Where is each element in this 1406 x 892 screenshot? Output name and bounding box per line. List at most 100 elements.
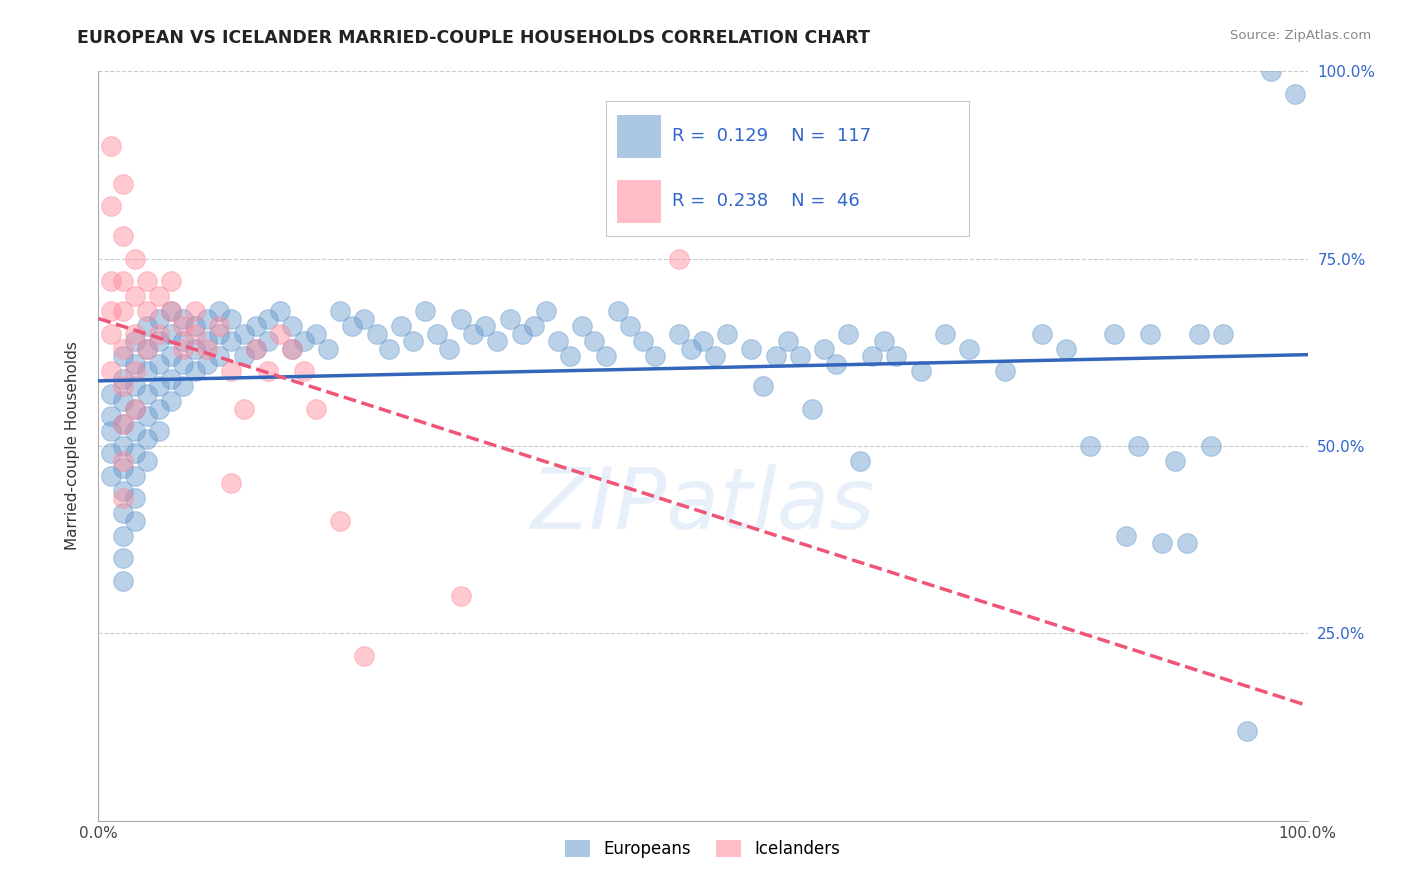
Point bbox=[135, 319, 157, 334]
Point bbox=[305, 401, 328, 416]
Point bbox=[100, 274, 122, 288]
Point bbox=[111, 454, 134, 468]
Point bbox=[148, 401, 170, 416]
Point bbox=[668, 252, 690, 266]
Point bbox=[571, 319, 593, 334]
Point bbox=[377, 342, 399, 356]
Point bbox=[558, 349, 581, 363]
Point bbox=[160, 349, 183, 363]
Point bbox=[160, 304, 183, 318]
Point bbox=[111, 394, 134, 409]
Point bbox=[184, 342, 207, 356]
Point bbox=[256, 311, 278, 326]
Point bbox=[366, 326, 388, 341]
Point bbox=[172, 379, 194, 393]
Point bbox=[111, 417, 134, 431]
Point bbox=[631, 334, 654, 348]
Point bbox=[111, 349, 134, 363]
Point bbox=[1163, 454, 1185, 468]
Point bbox=[849, 454, 872, 468]
Point bbox=[450, 589, 472, 603]
Point bbox=[100, 446, 122, 460]
Point bbox=[172, 311, 194, 326]
Point bbox=[800, 401, 823, 416]
Point bbox=[124, 326, 146, 341]
Point bbox=[644, 349, 666, 363]
Point bbox=[148, 379, 170, 393]
Point bbox=[619, 319, 641, 334]
Point bbox=[111, 229, 134, 244]
Point bbox=[148, 326, 170, 341]
Point bbox=[111, 417, 134, 431]
Point bbox=[463, 326, 485, 341]
Point bbox=[124, 424, 146, 438]
Legend: Europeans, Icelanders: Europeans, Icelanders bbox=[558, 833, 848, 864]
Point bbox=[100, 409, 122, 423]
Point bbox=[1102, 326, 1125, 341]
Point bbox=[111, 529, 134, 543]
Point bbox=[813, 342, 835, 356]
Point bbox=[195, 342, 218, 356]
Point bbox=[124, 514, 146, 528]
Point bbox=[1260, 64, 1282, 78]
Point bbox=[281, 319, 304, 334]
Point bbox=[1175, 536, 1198, 550]
Point bbox=[1054, 342, 1077, 356]
Point bbox=[1128, 439, 1150, 453]
Point bbox=[342, 319, 364, 334]
Point bbox=[934, 326, 956, 341]
Point bbox=[281, 342, 304, 356]
Point bbox=[111, 491, 134, 506]
Point bbox=[498, 311, 520, 326]
Point bbox=[825, 357, 848, 371]
Point bbox=[135, 274, 157, 288]
Point bbox=[607, 304, 630, 318]
Point bbox=[124, 252, 146, 266]
Point bbox=[172, 334, 194, 348]
Point bbox=[100, 386, 122, 401]
Point bbox=[402, 334, 425, 348]
Point bbox=[547, 334, 569, 348]
Point bbox=[124, 379, 146, 393]
Point bbox=[1078, 439, 1101, 453]
Point bbox=[195, 357, 218, 371]
Point bbox=[245, 319, 267, 334]
Point bbox=[100, 304, 122, 318]
Point bbox=[668, 326, 690, 341]
Text: Source: ZipAtlas.com: Source: ZipAtlas.com bbox=[1230, 29, 1371, 42]
Point bbox=[1188, 326, 1211, 341]
Point bbox=[776, 334, 799, 348]
Point bbox=[873, 334, 896, 348]
Point bbox=[886, 349, 908, 363]
Point bbox=[232, 401, 254, 416]
Point bbox=[172, 342, 194, 356]
Point bbox=[111, 304, 134, 318]
Point bbox=[160, 326, 183, 341]
Point bbox=[111, 177, 134, 191]
Point bbox=[292, 334, 315, 348]
Point bbox=[111, 483, 134, 498]
Point bbox=[353, 311, 375, 326]
Point bbox=[245, 342, 267, 356]
Point bbox=[124, 357, 146, 371]
Point bbox=[111, 379, 134, 393]
Point bbox=[292, 364, 315, 378]
Point bbox=[111, 274, 134, 288]
Point bbox=[534, 304, 557, 318]
Point bbox=[281, 342, 304, 356]
Point bbox=[679, 342, 702, 356]
Point bbox=[221, 364, 243, 378]
Point bbox=[111, 574, 134, 588]
Point bbox=[111, 342, 134, 356]
Point bbox=[135, 454, 157, 468]
Point bbox=[910, 364, 932, 378]
Point bbox=[184, 326, 207, 341]
Point bbox=[135, 364, 157, 378]
Point bbox=[523, 319, 546, 334]
Point bbox=[413, 304, 436, 318]
Point bbox=[111, 461, 134, 475]
Point bbox=[172, 357, 194, 371]
Point bbox=[256, 364, 278, 378]
Point bbox=[148, 357, 170, 371]
Point bbox=[124, 469, 146, 483]
